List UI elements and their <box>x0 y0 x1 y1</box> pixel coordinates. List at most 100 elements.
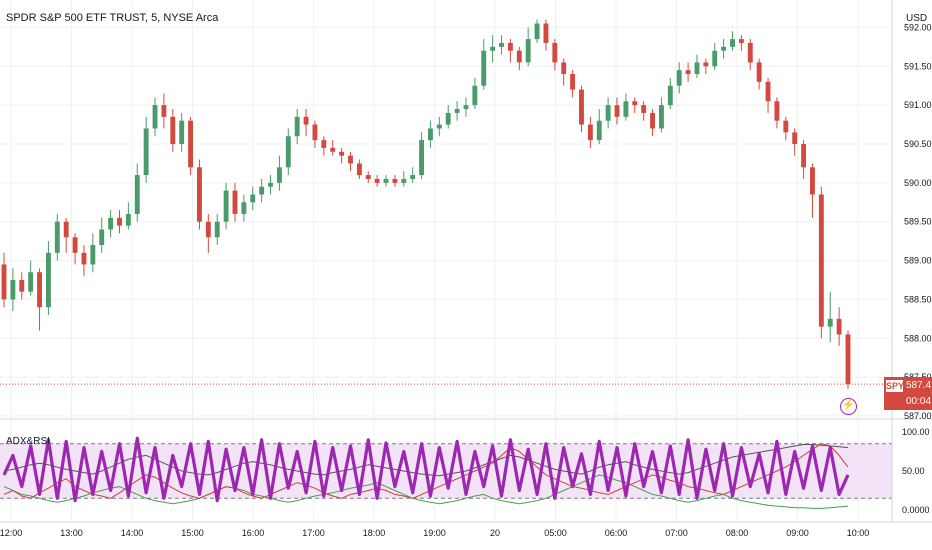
candle-body <box>99 229 105 246</box>
axes-layer: 587.00587.50588.00588.50589.00589.50590.… <box>0 0 932 538</box>
candle-body <box>516 50 522 63</box>
candle <box>472 77 478 110</box>
candle-body <box>214 221 220 238</box>
candle-body <box>108 217 114 230</box>
candle-body <box>179 120 185 144</box>
candle <box>241 194 247 222</box>
candle-body <box>294 116 300 137</box>
candle-body <box>570 74 576 90</box>
price-tick-label: 591.50 <box>904 61 932 71</box>
candle-body <box>756 62 762 82</box>
candle <box>63 217 69 253</box>
candle <box>676 62 682 94</box>
candle-body <box>161 105 167 117</box>
candle-body <box>90 245 96 265</box>
time-tick-label: 10:00 <box>847 528 870 538</box>
candle <box>28 260 34 296</box>
price-tick-label: 588.00 <box>904 333 932 343</box>
candle <box>427 120 433 148</box>
candle <box>250 186 256 211</box>
time-tick-label: 12:00 <box>0 528 22 538</box>
candle <box>303 109 309 137</box>
price-tick-label: 589.50 <box>904 217 932 227</box>
indicator-lines <box>2 436 850 509</box>
candle <box>827 291 833 343</box>
candle <box>10 268 16 312</box>
candle <box>348 151 353 172</box>
candle <box>1 252 7 308</box>
candle <box>836 307 842 347</box>
candle <box>170 109 176 152</box>
price-tick-label: 587.00 <box>904 411 932 421</box>
candle <box>445 105 451 129</box>
grid-lines <box>0 0 892 522</box>
indicator-title[interactable]: ADX&RSI <box>6 436 50 447</box>
candle <box>534 19 540 43</box>
candle-body <box>143 128 149 176</box>
candle <box>419 132 425 179</box>
candle-body <box>676 70 682 86</box>
candle-body <box>694 62 700 75</box>
candle-body <box>614 105 620 117</box>
candle-body <box>525 39 531 63</box>
candle <box>152 97 158 137</box>
candle-body <box>738 39 744 43</box>
candle <box>561 58 567 86</box>
candle <box>685 62 691 82</box>
candle <box>81 245 87 277</box>
candle-body <box>241 202 247 214</box>
candle-body <box>356 163 362 176</box>
candle <box>712 42 718 71</box>
candle <box>383 175 389 187</box>
candle <box>374 175 380 187</box>
price-tick-label: 590.50 <box>904 139 932 149</box>
candle-body <box>10 280 16 300</box>
candle <box>54 213 60 261</box>
time-tick-label: 13:00 <box>60 528 83 538</box>
candle-body <box>37 272 42 308</box>
candle <box>214 213 220 246</box>
candle-body <box>712 50 718 67</box>
price-tick-label: 591.00 <box>904 100 932 110</box>
time-tick-label: 18:00 <box>363 528 386 538</box>
price-tick-label: 592.00 <box>904 22 932 32</box>
bar-countdown: 00:04 <box>906 396 932 407</box>
candle <box>641 101 647 121</box>
candle-body <box>374 178 380 183</box>
candle <box>72 233 78 265</box>
indicator-series-line <box>3 474 849 509</box>
candle <box>454 101 460 121</box>
candle-body <box>365 175 371 179</box>
candle-body <box>632 101 638 106</box>
candle <box>339 147 345 164</box>
currency-label[interactable]: USD <box>906 13 928 24</box>
candle <box>268 175 273 195</box>
candle-body <box>410 175 416 179</box>
candle-body <box>605 105 611 121</box>
candle-body <box>223 190 229 222</box>
candle <box>143 116 149 183</box>
candle-body <box>197 167 202 222</box>
candle-body <box>587 124 593 141</box>
candle-body <box>730 39 735 47</box>
candle <box>738 35 744 51</box>
candle <box>392 175 398 187</box>
candle-body <box>747 42 753 63</box>
indicator-series-line <box>2 436 850 503</box>
candle <box>792 128 798 156</box>
candle-body <box>63 221 69 238</box>
candle <box>623 93 629 121</box>
candle <box>845 330 851 389</box>
candle <box>632 97 638 113</box>
candle-body <box>783 120 789 133</box>
candle-body <box>250 194 256 203</box>
candle-body <box>623 101 629 117</box>
last-price-tag: SPY 587.41 00:04 <box>884 377 932 410</box>
candle-body <box>330 147 336 152</box>
candle <box>410 167 416 183</box>
alert-bolt-icon[interactable]: ⚡ <box>840 398 857 415</box>
candle-body <box>401 178 407 183</box>
candle <box>730 31 735 51</box>
candle-body <box>285 136 291 168</box>
